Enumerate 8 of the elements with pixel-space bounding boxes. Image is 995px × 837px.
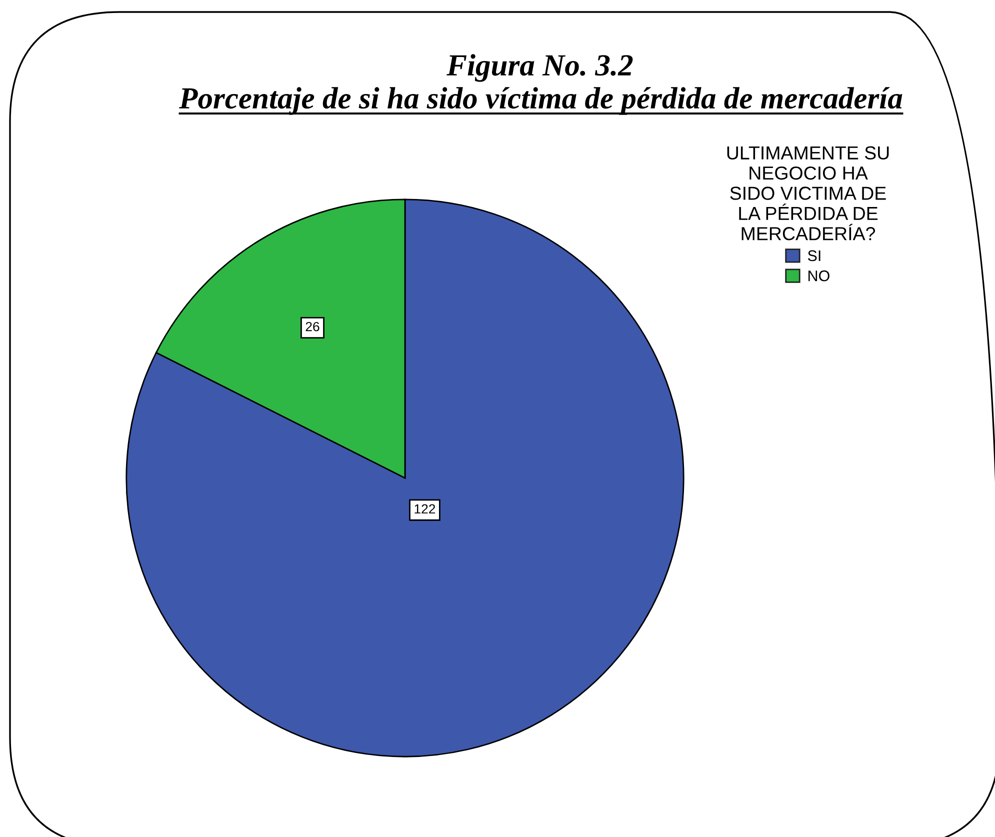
pie-slice xyxy=(126,198,684,758)
legend-label: NO xyxy=(808,270,830,282)
data-label: 26 xyxy=(306,322,320,332)
legend-title: ULTIMAMENTE SU NEGOCIO HA SIDO VICTIMA DE LA PÉRDIDA DE MERCADERÍA? xyxy=(727,146,889,240)
legend-label: SI xyxy=(808,250,820,262)
chart-subtitle: Porcentaje de si ha sido víctima de pérdida de mercadería xyxy=(179,87,902,115)
chart-title: Figura No. 3.2 xyxy=(446,54,633,82)
data-label: 122 xyxy=(414,504,436,514)
